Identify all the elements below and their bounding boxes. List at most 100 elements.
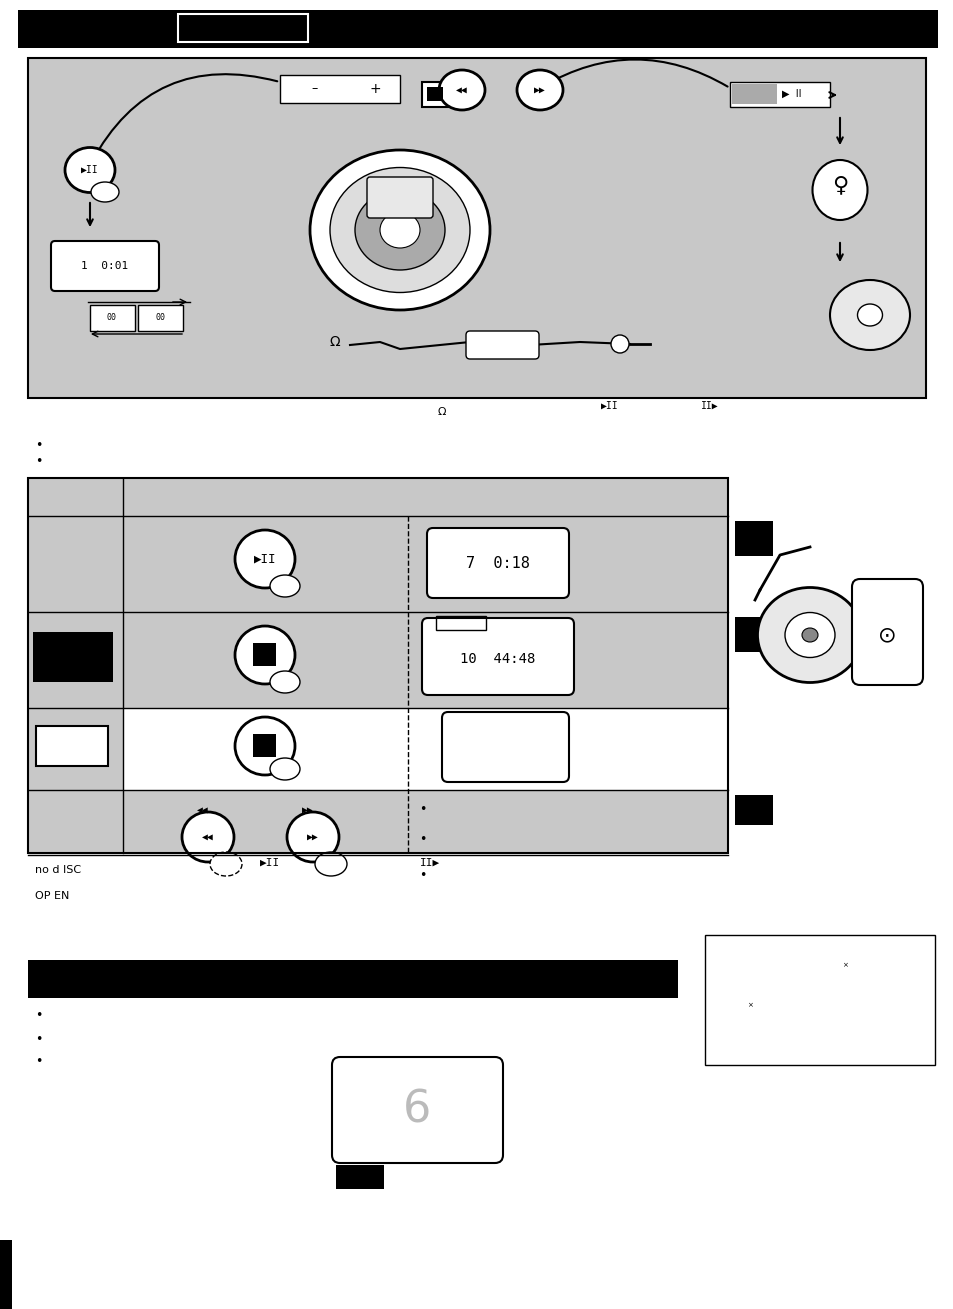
Bar xyxy=(280,75,399,103)
Ellipse shape xyxy=(234,530,294,588)
Text: ▶II: ▶II xyxy=(600,401,618,411)
Text: •: • xyxy=(35,1034,42,1046)
Ellipse shape xyxy=(812,160,866,220)
Text: ▶▶: ▶▶ xyxy=(307,833,318,842)
Ellipse shape xyxy=(234,626,294,685)
FancyBboxPatch shape xyxy=(421,618,574,695)
Text: 1  0:01: 1 0:01 xyxy=(81,260,129,271)
Text: ▶II: ▶II xyxy=(259,857,280,868)
Bar xyxy=(36,726,108,766)
Ellipse shape xyxy=(610,335,628,353)
Text: no d ISC: no d ISC xyxy=(35,865,81,874)
Text: Ω: Ω xyxy=(437,407,446,418)
Bar xyxy=(729,82,829,107)
Bar xyxy=(28,516,727,613)
Ellipse shape xyxy=(270,575,299,597)
Ellipse shape xyxy=(234,717,294,775)
Text: ×: × xyxy=(746,1001,752,1008)
Text: •: • xyxy=(35,439,42,452)
FancyBboxPatch shape xyxy=(367,177,433,219)
Ellipse shape xyxy=(270,672,299,692)
Ellipse shape xyxy=(65,148,115,192)
Text: ▶▶: ▶▶ xyxy=(302,805,314,816)
Bar xyxy=(28,613,727,708)
Text: ▶▶: ▶▶ xyxy=(534,85,545,96)
Bar xyxy=(335,1165,384,1189)
Ellipse shape xyxy=(330,168,470,292)
FancyBboxPatch shape xyxy=(851,579,923,685)
Ellipse shape xyxy=(270,758,299,780)
Text: ▶II: ▶II xyxy=(253,552,276,565)
Bar xyxy=(178,14,308,42)
Bar xyxy=(28,58,925,398)
Ellipse shape xyxy=(379,212,419,247)
Text: –: – xyxy=(312,82,317,96)
Bar xyxy=(0,1240,12,1309)
Bar xyxy=(421,82,450,107)
Bar xyxy=(28,959,678,997)
Bar xyxy=(436,620,485,632)
Bar xyxy=(90,305,135,331)
Ellipse shape xyxy=(801,628,817,641)
Text: 00: 00 xyxy=(156,313,166,322)
FancyBboxPatch shape xyxy=(51,241,159,291)
Text: •: • xyxy=(35,987,42,1000)
Text: ⊙: ⊙ xyxy=(877,624,896,645)
Text: OP EN: OP EN xyxy=(35,891,70,901)
FancyBboxPatch shape xyxy=(427,528,568,598)
Ellipse shape xyxy=(314,852,347,876)
Bar xyxy=(253,643,275,666)
Text: •: • xyxy=(419,868,426,881)
Ellipse shape xyxy=(91,182,119,202)
Text: II▶: II▶ xyxy=(419,857,439,868)
Text: 6: 6 xyxy=(402,1089,431,1131)
Text: •: • xyxy=(419,834,426,847)
Ellipse shape xyxy=(857,304,882,326)
FancyBboxPatch shape xyxy=(441,712,568,781)
Text: 00: 00 xyxy=(107,313,117,322)
Bar xyxy=(734,795,772,825)
Text: •: • xyxy=(35,456,42,469)
Bar xyxy=(734,521,772,556)
Ellipse shape xyxy=(438,69,484,110)
Ellipse shape xyxy=(310,151,490,310)
Text: +: + xyxy=(369,82,380,96)
Bar xyxy=(28,791,727,853)
Bar xyxy=(28,478,727,853)
Ellipse shape xyxy=(517,69,562,110)
Bar xyxy=(18,10,937,48)
Text: ◀◀: ◀◀ xyxy=(456,85,467,96)
Bar xyxy=(28,708,727,791)
Bar xyxy=(123,708,727,791)
Bar xyxy=(28,478,727,516)
Text: II▶: II▶ xyxy=(700,401,718,411)
Text: •: • xyxy=(35,1008,42,1021)
FancyBboxPatch shape xyxy=(332,1056,502,1162)
Ellipse shape xyxy=(757,588,862,682)
Bar xyxy=(731,84,776,103)
Bar xyxy=(734,617,772,652)
Ellipse shape xyxy=(287,812,338,863)
Text: •: • xyxy=(419,804,426,817)
Ellipse shape xyxy=(829,280,909,350)
Text: Ω: Ω xyxy=(330,335,340,350)
Bar xyxy=(138,305,183,331)
Bar xyxy=(28,58,925,398)
Bar xyxy=(729,82,829,107)
Bar xyxy=(253,734,275,757)
Text: •: • xyxy=(35,1055,42,1068)
Ellipse shape xyxy=(182,812,233,863)
Ellipse shape xyxy=(355,190,444,270)
Text: ×: × xyxy=(841,962,847,967)
Bar xyxy=(28,478,727,853)
Text: 7  0:18: 7 0:18 xyxy=(466,556,529,572)
Bar xyxy=(33,632,112,682)
Text: ▶II: ▶II xyxy=(81,165,99,175)
Bar xyxy=(704,935,934,1066)
Text: ◀◀: ◀◀ xyxy=(202,833,213,842)
Text: 10  44:48: 10 44:48 xyxy=(460,652,536,666)
Bar xyxy=(436,617,485,630)
Ellipse shape xyxy=(784,613,834,657)
Text: ♀: ♀ xyxy=(831,175,847,195)
Text: ▶  II: ▶ II xyxy=(781,89,801,99)
